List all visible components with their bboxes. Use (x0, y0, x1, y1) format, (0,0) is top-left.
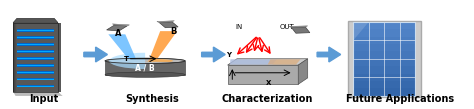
Bar (15, 23, 59, 92)
Bar (17, 29, 54, 32)
Bar (17, 71, 54, 73)
Polygon shape (157, 21, 174, 23)
Polygon shape (292, 27, 310, 33)
Bar (17, 57, 54, 60)
Bar (15, 23, 59, 92)
Bar (16, 23, 60, 92)
Text: A / B: A / B (135, 64, 155, 73)
Bar (17, 23, 60, 92)
Bar (17, 23, 61, 92)
Polygon shape (268, 59, 301, 65)
Bar (354, 51, 415, 59)
Polygon shape (136, 59, 173, 62)
Bar (17, 65, 54, 66)
Polygon shape (298, 59, 308, 84)
Bar (15, 23, 59, 92)
Bar (14, 23, 58, 92)
Text: Input: Input (29, 94, 58, 104)
Bar (354, 59, 415, 66)
Polygon shape (159, 22, 178, 28)
Text: B: B (170, 27, 177, 36)
Bar (17, 79, 54, 80)
Bar (15, 23, 60, 92)
Polygon shape (109, 34, 136, 59)
Bar (14, 23, 59, 92)
Text: T: T (124, 56, 128, 62)
Polygon shape (230, 59, 277, 65)
Text: Synthesis: Synthesis (125, 94, 179, 104)
Bar (17, 72, 54, 73)
Bar (14, 23, 59, 92)
Bar (17, 36, 54, 39)
FancyArrow shape (84, 47, 108, 62)
Bar (16, 23, 60, 92)
Bar (17, 86, 54, 87)
Polygon shape (149, 31, 177, 59)
Bar (17, 51, 54, 52)
Wedge shape (109, 53, 145, 69)
Bar (17, 23, 61, 92)
Bar (354, 22, 415, 29)
Bar (13, 23, 58, 92)
Polygon shape (13, 92, 63, 96)
Bar (17, 50, 54, 53)
Bar (17, 58, 54, 59)
Bar (17, 85, 54, 87)
Bar (15, 23, 59, 92)
Bar (354, 74, 415, 81)
Bar (354, 81, 415, 88)
Polygon shape (354, 22, 369, 40)
Bar (348, 20, 421, 97)
FancyArrow shape (317, 47, 341, 62)
Bar (354, 29, 415, 37)
Bar (17, 30, 54, 31)
Bar (17, 78, 54, 80)
Ellipse shape (105, 72, 185, 77)
Bar (354, 66, 415, 74)
Bar (17, 43, 54, 46)
Bar (354, 44, 415, 51)
Text: Characterization: Characterization (222, 94, 313, 104)
Bar (13, 23, 58, 92)
Ellipse shape (105, 58, 185, 64)
Bar (354, 88, 415, 96)
Polygon shape (105, 61, 185, 75)
Text: Y: Y (227, 51, 231, 58)
Bar (17, 64, 54, 66)
Bar (14, 23, 58, 92)
Text: X: X (266, 80, 271, 86)
Polygon shape (289, 26, 308, 27)
FancyArrow shape (201, 47, 225, 62)
Polygon shape (228, 59, 308, 65)
Text: A: A (115, 29, 121, 38)
Polygon shape (112, 24, 129, 26)
Bar (16, 23, 60, 92)
Polygon shape (107, 25, 127, 31)
Bar (16, 23, 60, 92)
Bar (17, 37, 54, 38)
Bar (13, 23, 58, 92)
Text: IN: IN (236, 24, 243, 30)
Bar (16, 23, 60, 92)
Bar (354, 22, 415, 96)
Bar (14, 23, 58, 92)
Polygon shape (13, 18, 58, 23)
Bar (354, 37, 415, 44)
Text: Future Applications: Future Applications (346, 94, 454, 104)
Bar (17, 44, 54, 45)
Polygon shape (228, 65, 298, 84)
Text: OUT: OUT (280, 24, 295, 30)
